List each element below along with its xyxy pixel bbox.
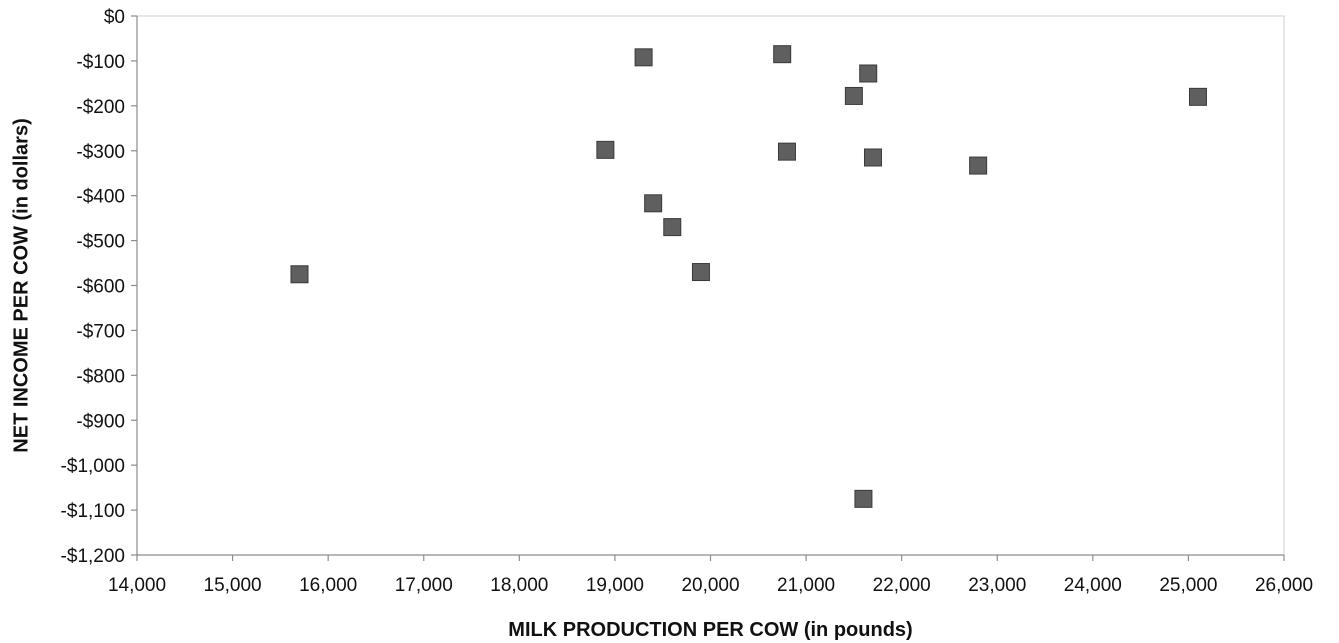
y-tick-label: -$600: [76, 277, 125, 298]
x-tick-label: 20,000: [681, 575, 739, 596]
y-tick-label: -$800: [76, 366, 125, 387]
y-tick-label: -$1,100: [61, 501, 125, 522]
y-axis-title: NET INCOME PER COW (in dollars): [10, 118, 32, 452]
data-point: [290, 265, 309, 284]
data-point: [773, 45, 792, 64]
data-point: [644, 194, 663, 213]
y-tick-label: -$300: [76, 142, 125, 163]
data-point: [844, 86, 863, 105]
x-tick-label: 23,000: [968, 575, 1026, 596]
y-tick-label: -$700: [76, 321, 125, 342]
x-tick-label: 17,000: [395, 575, 453, 596]
y-tick-label: -$500: [76, 232, 125, 253]
x-tick-label: 21,000: [777, 575, 835, 596]
x-tick-label: 19,000: [586, 575, 644, 596]
x-tick-label: 25,000: [1159, 575, 1217, 596]
data-point: [859, 64, 878, 83]
data-point: [969, 156, 988, 175]
x-tick-label: 16,000: [299, 575, 357, 596]
data-point: [634, 48, 653, 67]
y-tick-label: $0: [104, 7, 125, 28]
x-tick-label: 24,000: [1064, 575, 1122, 596]
y-tick-label: -$100: [76, 52, 125, 73]
data-point: [1188, 87, 1207, 106]
data-point: [854, 489, 873, 508]
x-tick-label: 26,000: [1255, 575, 1313, 596]
data-point: [596, 140, 615, 159]
y-tick-label: -$400: [76, 187, 125, 208]
data-point: [777, 142, 796, 161]
x-axis-title: MILK PRODUCTION PER COW (in pounds): [508, 619, 912, 641]
y-tick-label: -$1,000: [61, 456, 125, 477]
data-point: [663, 218, 682, 237]
x-tick-label: 18,000: [490, 575, 548, 596]
plot-frame: [136, 15, 1285, 556]
x-tick-label: 22,000: [873, 575, 931, 596]
x-axis-ticks: 14,000 15,000 16,000 17,000 18,000 19,000 20,0…: [108, 555, 1313, 596]
y-tick-label: -$900: [76, 411, 125, 432]
x-tick-label: 14,000: [108, 575, 166, 596]
data-point: [863, 148, 882, 167]
y-axis-ticks: $0 -$100 -$200 -$300 -$400 -$500 -$600 -$700 -$8…: [61, 7, 137, 567]
x-tick-label: 15,000: [204, 575, 262, 596]
y-tick-label: -$200: [76, 97, 125, 118]
plot-area: 14,000 15,000 16,000 17,000 18,000 19,000 20,0…: [61, 7, 1314, 596]
y-tick-label: -$1,200: [61, 546, 125, 567]
data-point: [691, 263, 710, 282]
data-points: [290, 45, 1207, 508]
